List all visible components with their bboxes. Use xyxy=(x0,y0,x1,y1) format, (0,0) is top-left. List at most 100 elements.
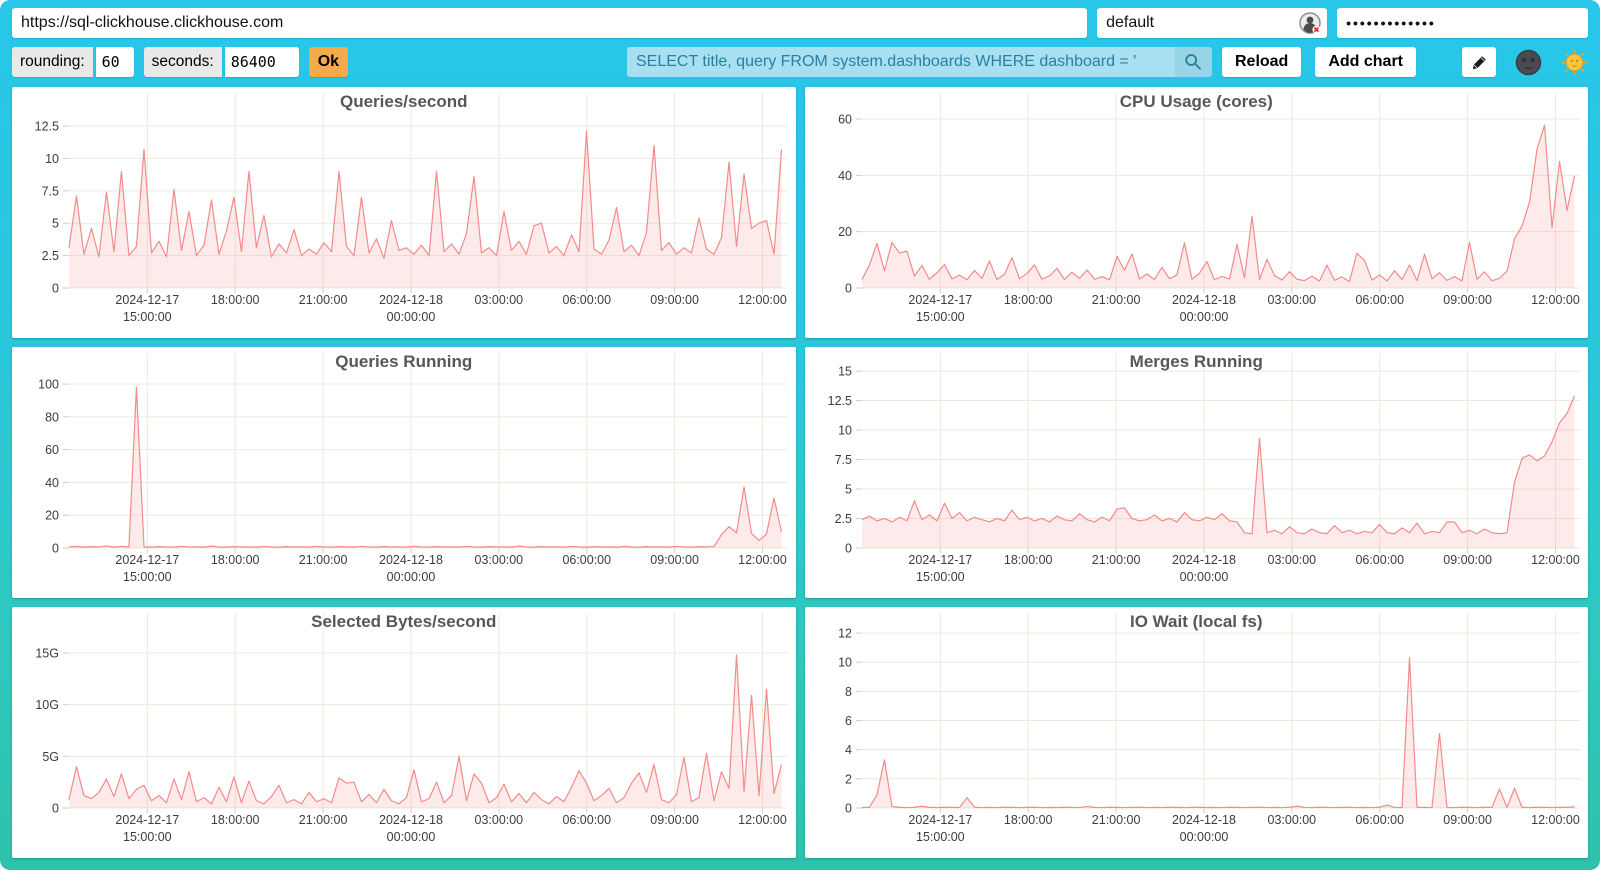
svg-text:09:00:00: 09:00:00 xyxy=(1443,553,1492,567)
svg-text:15:00:00: 15:00:00 xyxy=(123,570,172,584)
chart-panel: 02.557.51012.5152024-12-1715:00:0018:00:… xyxy=(805,347,1589,598)
svg-text:12: 12 xyxy=(838,627,852,641)
svg-text:10: 10 xyxy=(838,424,852,438)
edit-button[interactable] xyxy=(1462,47,1496,77)
svg-text:18:00:00: 18:00:00 xyxy=(211,293,260,307)
svg-text:6: 6 xyxy=(845,714,852,728)
pencil-icon xyxy=(1471,54,1488,71)
svg-text:0: 0 xyxy=(845,281,852,295)
svg-text:2024-12-17: 2024-12-17 xyxy=(115,293,179,307)
charts-grid: 0 2.5 5 7.5 10 12.5 2024-12-17 15:00:00 18:00:00… xyxy=(12,87,1588,858)
svg-text:2024-12-18: 2024-12-18 xyxy=(1172,293,1236,307)
svg-text:09:00:00: 09:00:00 xyxy=(1443,293,1492,307)
svg-text:10G: 10G xyxy=(35,698,59,712)
chart-panel: 0246810122024-12-1715:00:0018:00:0021:00… xyxy=(805,607,1589,858)
svg-text:00:00:00: 00:00:00 xyxy=(1179,570,1228,584)
svg-text:09:00:00: 09:00:00 xyxy=(650,553,699,567)
svg-text:09:00:00: 09:00:00 xyxy=(650,813,699,827)
magnifier-icon xyxy=(1183,52,1203,72)
chart-panel: 0204060801002024-12-1715:00:0018:00:0021… xyxy=(12,347,796,598)
chart-plot: 0204060801002024-12-1715:00:0018:00:0021… xyxy=(12,347,796,598)
chart-panel: 02040602024-12-1715:00:0018:00:0021:00:0… xyxy=(805,87,1589,338)
svg-text:60: 60 xyxy=(838,113,852,127)
dashboard-query-input[interactable] xyxy=(627,47,1175,77)
chart-plot: 0 5G 10G 15G 2024-12-17 15:00:00 18:00:00 21:00… xyxy=(12,607,796,858)
seconds-input[interactable] xyxy=(225,47,299,77)
ok-button[interactable]: Ok xyxy=(309,47,348,77)
svg-text:03:00:00: 03:00:00 xyxy=(475,553,524,567)
svg-text:2024-12-17: 2024-12-17 xyxy=(908,553,972,567)
svg-text:2024-12-17: 2024-12-17 xyxy=(115,553,179,567)
svg-text:0: 0 xyxy=(52,541,59,555)
svg-text:7.5: 7.5 xyxy=(42,184,59,198)
svg-text:5G: 5G xyxy=(42,750,59,764)
user-field-wrap xyxy=(1097,8,1327,38)
svg-text:06:00:00: 06:00:00 xyxy=(562,813,611,827)
svg-text:0: 0 xyxy=(52,801,59,815)
svg-text:12.5: 12.5 xyxy=(827,394,851,408)
svg-text:8: 8 xyxy=(845,685,852,699)
svg-text:06:00:00: 06:00:00 xyxy=(562,293,611,307)
svg-text:40: 40 xyxy=(838,169,852,183)
svg-text:18:00:00: 18:00:00 xyxy=(211,553,260,567)
svg-text:7.5: 7.5 xyxy=(834,453,851,467)
svg-text:12.5: 12.5 xyxy=(35,120,59,134)
reload-button[interactable]: Reload xyxy=(1222,47,1301,77)
svg-text:18:00:00: 18:00:00 xyxy=(211,813,260,827)
rounding-input[interactable] xyxy=(96,47,134,77)
svg-text:00:00:00: 00:00:00 xyxy=(387,570,436,584)
dashboard-query-group xyxy=(627,47,1212,77)
svg-text:15:00:00: 15:00:00 xyxy=(123,830,172,844)
add-chart-button[interactable]: Add chart xyxy=(1315,47,1416,77)
search-button[interactable] xyxy=(1175,47,1212,77)
svg-text:20: 20 xyxy=(45,509,59,523)
svg-text:2024-12-17: 2024-12-17 xyxy=(115,813,179,827)
svg-text:12:00:00: 12:00:00 xyxy=(1531,553,1580,567)
svg-text:00:00:00: 00:00:00 xyxy=(387,830,436,844)
svg-text:21:00:00: 21:00:00 xyxy=(1091,293,1140,307)
svg-text:06:00:00: 06:00:00 xyxy=(562,553,611,567)
svg-text:15:00:00: 15:00:00 xyxy=(916,570,965,584)
svg-text:2024-12-17: 2024-12-17 xyxy=(908,293,972,307)
svg-text:80: 80 xyxy=(45,410,59,424)
svg-text:2024-12-18: 2024-12-18 xyxy=(1172,553,1236,567)
svg-text:15G: 15G xyxy=(35,647,59,661)
svg-text:00:00:00: 00:00:00 xyxy=(1179,310,1228,324)
svg-text:09:00:00: 09:00:00 xyxy=(650,293,699,307)
user-input[interactable] xyxy=(1097,8,1327,38)
dark-theme-toggle-moon-icon[interactable] xyxy=(1515,49,1542,76)
url-input[interactable] xyxy=(12,8,1087,38)
svg-text:0: 0 xyxy=(52,281,59,295)
light-theme-toggle-sun-icon[interactable] xyxy=(1561,49,1588,76)
svg-text:03:00:00: 03:00:00 xyxy=(1267,293,1316,307)
svg-text:21:00:00: 21:00:00 xyxy=(299,553,348,567)
chart-panel: 0 5G 10G 15G 2024-12-17 15:00:00 18:00:00 21:00… xyxy=(12,607,796,858)
svg-text:21:00:00: 21:00:00 xyxy=(299,293,348,307)
svg-text:2.5: 2.5 xyxy=(834,512,851,526)
svg-text:60: 60 xyxy=(45,443,59,457)
svg-text:10: 10 xyxy=(45,152,59,166)
svg-text:06:00:00: 06:00:00 xyxy=(1355,553,1404,567)
svg-text:21:00:00: 21:00:00 xyxy=(299,813,348,827)
chart-plot: 0246810122024-12-1715:00:0018:00:0021:00… xyxy=(805,607,1589,858)
svg-text:15:00:00: 15:00:00 xyxy=(123,310,172,324)
svg-text:15:00:00: 15:00:00 xyxy=(916,310,965,324)
password-input[interactable] xyxy=(1337,8,1588,38)
controls-bar: rounding: seconds: Ok Reload Add chart xyxy=(12,47,1588,77)
svg-text:15: 15 xyxy=(838,365,852,379)
svg-text:18:00:00: 18:00:00 xyxy=(1003,293,1052,307)
svg-text:2024-12-18: 2024-12-18 xyxy=(379,813,443,827)
rounding-label: rounding: xyxy=(12,47,93,77)
svg-text:09:00:00: 09:00:00 xyxy=(1443,813,1492,827)
user-icon[interactable] xyxy=(1298,11,1322,35)
svg-text:4: 4 xyxy=(845,743,852,757)
svg-text:21:00:00: 21:00:00 xyxy=(1091,813,1140,827)
svg-text:18:00:00: 18:00:00 xyxy=(1003,553,1052,567)
svg-text:03:00:00: 03:00:00 xyxy=(475,293,524,307)
svg-text:0: 0 xyxy=(845,801,852,815)
svg-text:5: 5 xyxy=(845,482,852,496)
svg-text:06:00:00: 06:00:00 xyxy=(1355,813,1404,827)
svg-text:18:00:00: 18:00:00 xyxy=(1003,813,1052,827)
svg-text:2024-12-17: 2024-12-17 xyxy=(908,813,972,827)
chart-plot: 02.557.51012.5152024-12-1715:00:0018:00:… xyxy=(805,347,1589,598)
